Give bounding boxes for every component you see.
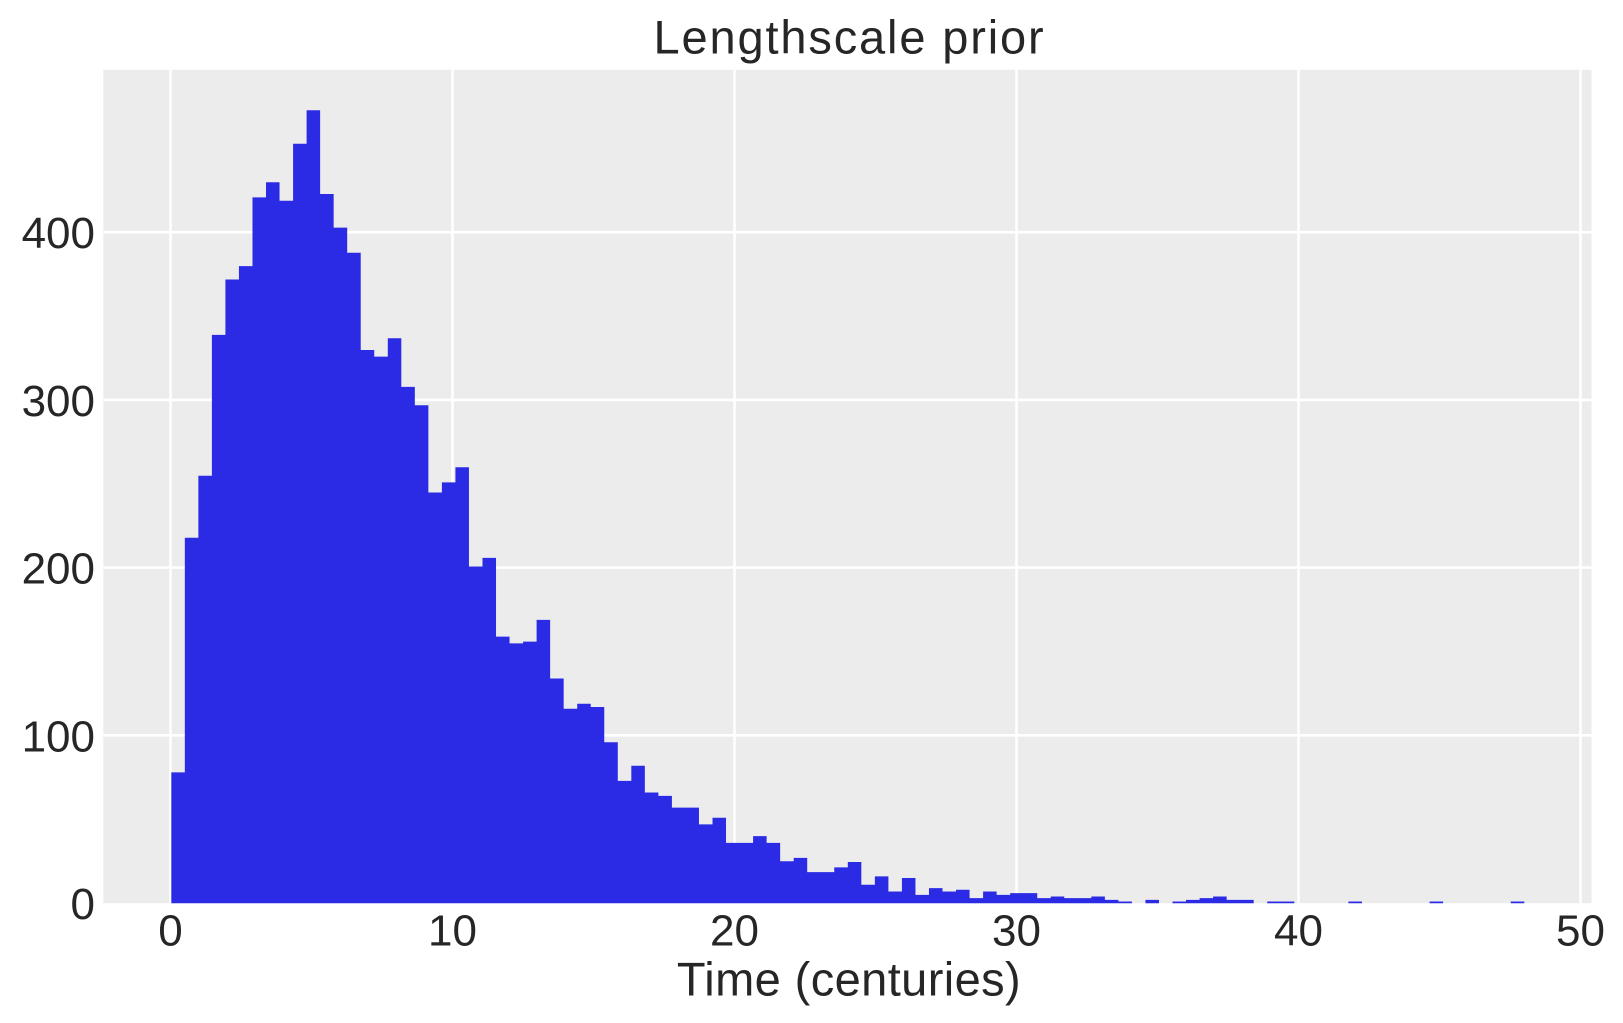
svg-text:20: 20 [710, 906, 759, 955]
svg-text:200: 200 [22, 545, 95, 594]
svg-text:50: 50 [1556, 906, 1605, 955]
svg-text:0: 0 [71, 880, 95, 929]
svg-text:300: 300 [22, 377, 95, 426]
svg-text:Time (centuries): Time (centuries) [677, 952, 1021, 1005]
svg-text:Lengthscale prior: Lengthscale prior [653, 11, 1045, 64]
svg-text:40: 40 [1274, 906, 1323, 955]
svg-text:0: 0 [158, 906, 182, 955]
svg-text:100: 100 [22, 712, 95, 761]
svg-text:400: 400 [22, 209, 95, 258]
svg-text:30: 30 [992, 906, 1041, 955]
svg-text:10: 10 [428, 906, 477, 955]
